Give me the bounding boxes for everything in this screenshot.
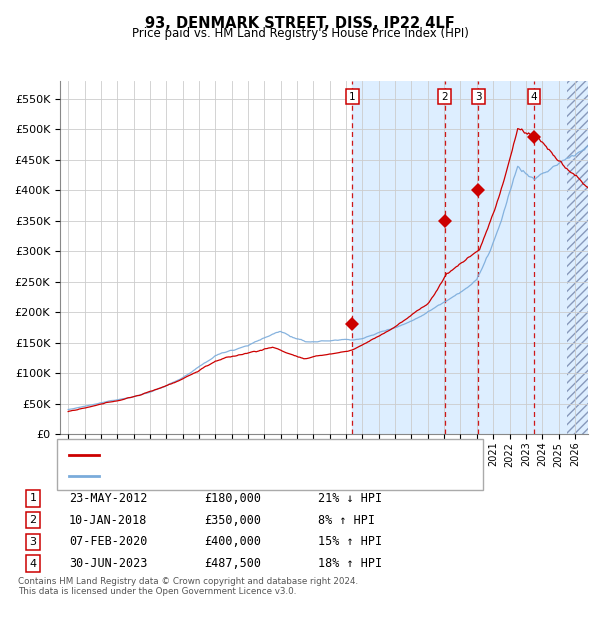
Text: 4: 4 <box>29 559 37 569</box>
Text: 15% ↑ HPI: 15% ↑ HPI <box>318 536 382 548</box>
Text: 21% ↓ HPI: 21% ↓ HPI <box>318 492 382 505</box>
Text: £487,500: £487,500 <box>204 557 261 570</box>
Text: 4: 4 <box>531 92 538 102</box>
Text: £350,000: £350,000 <box>204 514 261 526</box>
Text: 3: 3 <box>475 92 482 102</box>
Text: 2: 2 <box>29 515 37 525</box>
Text: 07-FEB-2020: 07-FEB-2020 <box>69 536 148 548</box>
Text: 3: 3 <box>29 537 37 547</box>
Text: Price paid vs. HM Land Registry's House Price Index (HPI): Price paid vs. HM Land Registry's House … <box>131 27 469 40</box>
Text: £180,000: £180,000 <box>204 492 261 505</box>
Text: HPI: Average price, detached house, South Norfolk: HPI: Average price, detached house, Sout… <box>105 471 382 480</box>
Text: 93, DENMARK STREET, DISS, IP22 4LF: 93, DENMARK STREET, DISS, IP22 4LF <box>145 16 455 30</box>
Text: 8% ↑ HPI: 8% ↑ HPI <box>318 514 375 526</box>
Text: 18% ↑ HPI: 18% ↑ HPI <box>318 557 382 570</box>
Bar <box>567 81 600 434</box>
Text: 23-MAY-2012: 23-MAY-2012 <box>69 492 148 505</box>
Bar <box>352 81 600 434</box>
Text: 30-JUN-2023: 30-JUN-2023 <box>69 557 148 570</box>
Text: This data is licensed under the Open Government Licence v3.0.: This data is licensed under the Open Gov… <box>18 587 296 596</box>
Text: 2: 2 <box>442 92 448 102</box>
Text: 1: 1 <box>29 494 37 503</box>
Text: 1: 1 <box>349 92 356 102</box>
Text: 93, DENMARK STREET, DISS, IP22 4LF (detached house): 93, DENMARK STREET, DISS, IP22 4LF (deta… <box>105 450 412 459</box>
Text: 10-JAN-2018: 10-JAN-2018 <box>69 514 148 526</box>
Text: Contains HM Land Registry data © Crown copyright and database right 2024.: Contains HM Land Registry data © Crown c… <box>18 577 358 586</box>
Text: £400,000: £400,000 <box>204 536 261 548</box>
